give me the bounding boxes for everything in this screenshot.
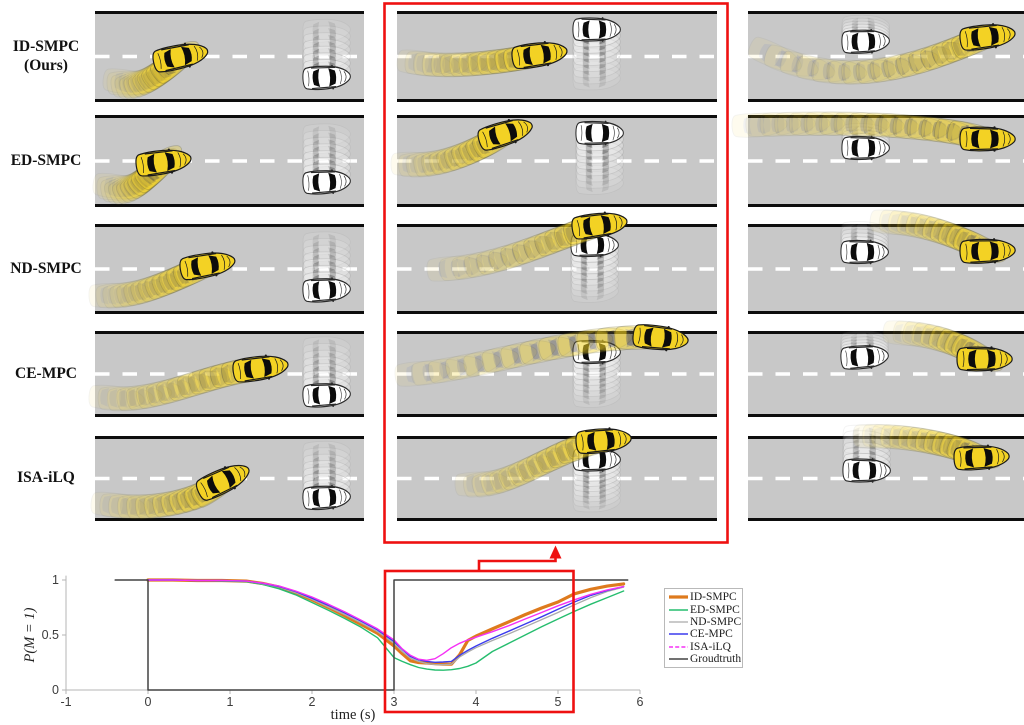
road-edge-bottom <box>95 204 364 207</box>
road-panel-r1-c1 <box>390 112 717 207</box>
x-tick-3: 3 <box>391 695 398 709</box>
road-panel-r2-c0 <box>88 224 364 314</box>
road-edge-bottom <box>397 311 717 314</box>
method-name: ID-SMPC <box>12 37 80 55</box>
legend-item-id-smpc: ID-SMPC <box>669 591 742 603</box>
legend-swatch-isa-ilq <box>669 646 688 648</box>
road-edge-bottom <box>95 311 364 314</box>
legend-label: CE-MPC <box>690 628 733 641</box>
legend-item-nd-smpc: ND-SMPC <box>669 616 742 628</box>
road-edge-bottom <box>397 518 717 521</box>
method-name: CE-MPC <box>15 364 77 382</box>
method-name-suffix: (Ours) <box>24 56 68 74</box>
legend-item-ce-mpc: CE-MPC <box>669 628 742 640</box>
road-panel-r0-c0 <box>95 11 364 103</box>
road-edge-bottom <box>95 414 364 417</box>
road-edge-bottom <box>95 99 364 102</box>
road-edge-bottom <box>748 204 1024 207</box>
road-panel-r0-c1 <box>395 11 717 102</box>
road-edge-top <box>95 11 364 14</box>
legend-label: ED-SMPC <box>690 603 740 616</box>
road-edge-top <box>397 436 717 439</box>
x-tick-0: 0 <box>145 695 152 709</box>
method-name: ED-SMPC <box>10 151 82 169</box>
road-panel-r1-c2 <box>731 111 1024 207</box>
legend-label: Groudtruth <box>690 653 742 666</box>
road-panel-r4-c0 <box>89 436 364 521</box>
legend-item-isa-ilq: ISA-iLQ <box>669 641 742 653</box>
y-tick-1: 1 <box>52 573 59 587</box>
road-edge-bottom <box>748 311 1024 314</box>
legend-swatch-ed-smpc <box>669 608 688 611</box>
x-tick-5: 5 <box>555 695 562 709</box>
road-edge-top <box>95 436 364 439</box>
road-edge-bottom <box>397 414 717 417</box>
legend-item-groudtruth: Groudtruth <box>669 653 742 665</box>
road-panel-r3-c1 <box>393 321 717 417</box>
y-tick-0.5: 0.5 <box>42 628 59 642</box>
road-edge-top <box>95 115 364 118</box>
road-edge-bottom <box>748 518 1024 521</box>
x-tick-2: 2 <box>309 695 316 709</box>
road-edge-bottom <box>95 518 364 521</box>
road-panel-r1-c0 <box>91 115 364 208</box>
road-edge-bottom <box>748 414 1024 417</box>
road-edge-bottom <box>397 204 717 207</box>
road-edge-top <box>95 224 364 227</box>
road-panel-r3-c2 <box>748 318 1024 417</box>
y-tick-0: 0 <box>52 683 59 697</box>
legend-swatch-id-smpc <box>669 595 688 599</box>
legend-item-ed-smpc: ED-SMPC <box>669 603 742 616</box>
row-label-ed-smpc: ED-SMPC <box>0 115 92 207</box>
x-tick-1: 1 <box>227 695 234 709</box>
legend-swatch-groudtruth <box>669 658 688 660</box>
road-edge-top <box>397 11 717 14</box>
road-edge-bottom <box>397 99 717 102</box>
method-name: ISA-iLQ <box>17 469 75 487</box>
chart-legend: ID-SMPC ED-SMPC ND-SMPC CE-MPC ISA-iLQ Groudt… <box>664 588 743 669</box>
road-edge-top <box>95 331 364 334</box>
road-edge-top <box>748 11 1024 14</box>
road-panel-r3-c0 <box>87 331 364 417</box>
x-tick-6: 6 <box>637 695 644 709</box>
legend-swatch-nd-smpc <box>669 621 688 623</box>
legend-swatch-ce-mpc <box>669 633 688 636</box>
x-tick--1: -1 <box>60 695 71 709</box>
x-axis-label: time (s) <box>331 707 376 723</box>
row-label-nd-smpc: ND-SMPC <box>0 224 92 314</box>
method-name: ND-SMPC <box>10 259 82 277</box>
road-panel-r4-c2 <box>748 422 1024 521</box>
row-label-ce-mpc: CE-MPC <box>0 331 92 417</box>
x-tick-4: 4 <box>473 695 480 709</box>
legend-label: ID-SMPC <box>690 591 737 604</box>
road-panel-r0-c2 <box>745 11 1024 102</box>
y-axis-label: P(M = 1) <box>22 607 38 663</box>
road-panel-r2-c1 <box>397 207 717 314</box>
series-line-ed-smpc <box>147 579 625 671</box>
series-line-groudtruth <box>114 579 629 691</box>
road-panel-r4-c1 <box>397 424 717 521</box>
road-edge-top <box>397 115 717 118</box>
row-label-id-smpc: ID-SMPC (Ours) <box>0 11 92 102</box>
legend-label: ND-SMPC <box>690 615 742 628</box>
road-panel-r2-c2 <box>748 207 1024 314</box>
road-edge-bottom <box>748 99 1024 102</box>
row-label-isa-ilq: ISA-iLQ <box>0 436 92 521</box>
legend-label: ISA-iLQ <box>690 640 731 653</box>
road-edge-top <box>397 224 717 227</box>
